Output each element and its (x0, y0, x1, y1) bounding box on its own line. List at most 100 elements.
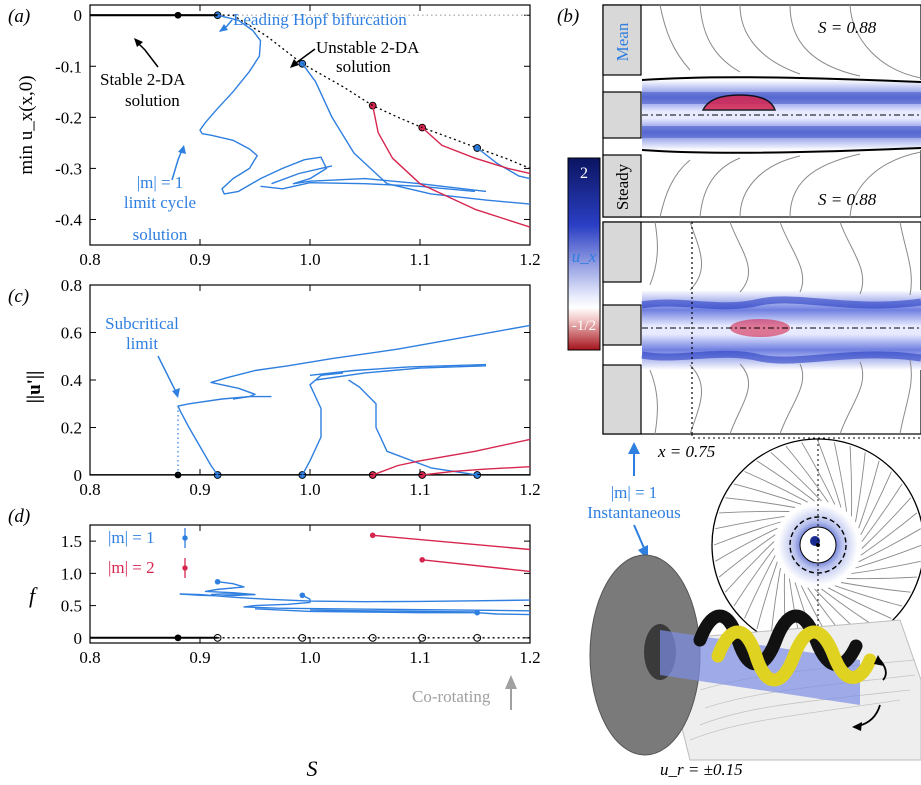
cross-section-streamline (817, 440, 842, 508)
series-line-blue-5 (348, 379, 478, 475)
cross-section-streamline (785, 445, 829, 503)
series-line-blue-2 (243, 594, 530, 612)
hopf-arrowhead (219, 24, 228, 32)
x-slice-label: x = 0.75 (657, 442, 715, 461)
s-value-top: S = 0.88 (818, 18, 877, 37)
y-tick-label: 0.4 (61, 371, 83, 390)
legend-m2-label: |m| = 2 (108, 558, 155, 577)
x-tick-label: 1.2 (519, 480, 540, 499)
series-line-red-7 (422, 559, 530, 573)
cross-section-streamline (860, 512, 918, 556)
mean-label: Mean (613, 22, 632, 61)
panel-d-legend: |m| = 1 |m| = 2 (108, 528, 188, 578)
unstable-annotation-line2: solution (336, 57, 391, 76)
colorbar-variable-label: u_x (572, 247, 597, 266)
series-line-red-6 (372, 438, 530, 475)
series-line-blue-4 (476, 147, 530, 180)
series-line-blue-1 (271, 165, 333, 185)
limit-annotation-line3: solution (133, 225, 188, 244)
cross-section-streamline (851, 560, 921, 575)
data-marker (298, 633, 307, 642)
colorbar-min-label: -1/2 (572, 318, 596, 334)
data-marker (299, 592, 306, 599)
panel-a: (a) min u_x(x,0) 0.8 0.9 1.0 1.1 1.2 0 -0.1 -0.… (8, 4, 541, 269)
y-tick-label: 0.6 (61, 324, 82, 343)
subcritical-annotation-line1: Subcritical (105, 314, 179, 333)
cross-section-streamline (744, 471, 808, 503)
stable-annotation-line2: solution (125, 91, 180, 110)
series-line-blue-1 (210, 593, 256, 596)
series-line-blue-2 (301, 372, 344, 475)
series-line-red-5 (372, 105, 530, 228)
limit-arrowhead (178, 145, 186, 154)
series-line-blue-2 (260, 182, 476, 193)
series-line-red-6 (372, 534, 530, 551)
mean-steady-field: Mean Steady S = 0.88 S = 0.88 (602, 4, 921, 218)
cross-section-streamline (861, 497, 912, 549)
cross-section-streamline (718, 534, 776, 578)
cross-section-streamline (834, 585, 903, 607)
s-value-bottom: S = 0.88 (818, 190, 877, 209)
cross-section-streamline (858, 528, 921, 563)
x-tick-label: 1.2 (519, 648, 540, 667)
corotating-arrowhead (505, 675, 517, 689)
panel-c-annotations: Subcritical limit (105, 314, 180, 398)
panel-a-plot-area (90, 14, 530, 228)
y-tick-label: 0 (74, 466, 83, 485)
series-line-red-7 (422, 466, 530, 475)
unstable-annotation-line1: Unstable 2-DA (316, 38, 420, 57)
cross-section-streamline (855, 452, 866, 523)
instantaneous-m-label: |m| = 1 (611, 483, 658, 502)
steady-label: Steady (613, 163, 632, 210)
legend-m1-marker (182, 535, 188, 541)
panel-c-ylabel: ||u'|| (24, 371, 45, 404)
panel-d-plot-area (90, 534, 530, 639)
cross-section-streamline (860, 471, 892, 535)
limit-annotation-line1: |m| = 1 (137, 173, 184, 192)
y-tick-label: 0.8 (61, 276, 82, 295)
x-tick-label: 1.2 (519, 250, 540, 269)
cross-section-streamline (861, 483, 903, 542)
cross-section-streamline (833, 442, 848, 512)
series-line-blue-0 (177, 324, 530, 475)
helix-render: u_r = ±0.15 (589, 554, 921, 779)
instantaneous-field (602, 221, 921, 435)
x-tick-label: 1.0 (299, 250, 320, 269)
cross-section-streamline (858, 460, 880, 529)
legend-m1-label: |m| = 1 (108, 528, 155, 547)
series-line-blue-3 (309, 363, 487, 376)
panel-a-axes: 0.8 0.9 1.0 1.1 1.2 0 -0.1 -0.2 -0.3 -0.4 (55, 4, 541, 269)
cross-section-streamline (744, 555, 776, 619)
series-line-blue-4 (477, 612, 530, 616)
stable-arrow (137, 42, 159, 68)
stable-arrowhead (134, 38, 143, 47)
x-tick-label: 1.1 (409, 648, 430, 667)
series-line-blue-3 (301, 63, 530, 205)
cross-section-streamline (801, 442, 836, 505)
recirculation-bubble (701, 94, 777, 111)
y-tick-label: 1.0 (61, 564, 82, 583)
x-slice-connector (691, 434, 921, 439)
panel-d-xlabel: S (307, 756, 318, 781)
subcritical-arrow (157, 355, 177, 393)
y-tick-label: 1.5 (61, 532, 82, 551)
y-tick-label: 0 (74, 6, 83, 25)
x-tick-label: 0.8 (79, 480, 100, 499)
hopf-annotation: Leading Hopf bifurcation (233, 10, 407, 29)
series-line-blue-0 (199, 14, 487, 195)
y-tick-label: -0.2 (55, 108, 82, 127)
cross-section-streamline (855, 544, 921, 569)
legend-m2-marker (182, 565, 188, 571)
colorbar-max-label: 2 (580, 165, 588, 182)
panel-c-axes: 0.8 0.9 1.0 1.1 1.2 0 0.2 0.4 0.6 0.8 (61, 276, 541, 499)
series-line-blue-3 (254, 608, 478, 614)
corotating-annotation: Co-rotating (412, 687, 491, 706)
panel-b: (b) (557, 4, 921, 779)
panel-c-label: (c) (8, 286, 29, 307)
cross-section-streamline (733, 548, 775, 607)
cross-section-streamline (715, 515, 785, 530)
x-tick-label: 0.9 (189, 480, 210, 499)
panel-b-label: (b) (557, 6, 579, 27)
limit-annotation-line2: limit cycle (124, 193, 196, 212)
cross-section-streamline (725, 497, 796, 508)
